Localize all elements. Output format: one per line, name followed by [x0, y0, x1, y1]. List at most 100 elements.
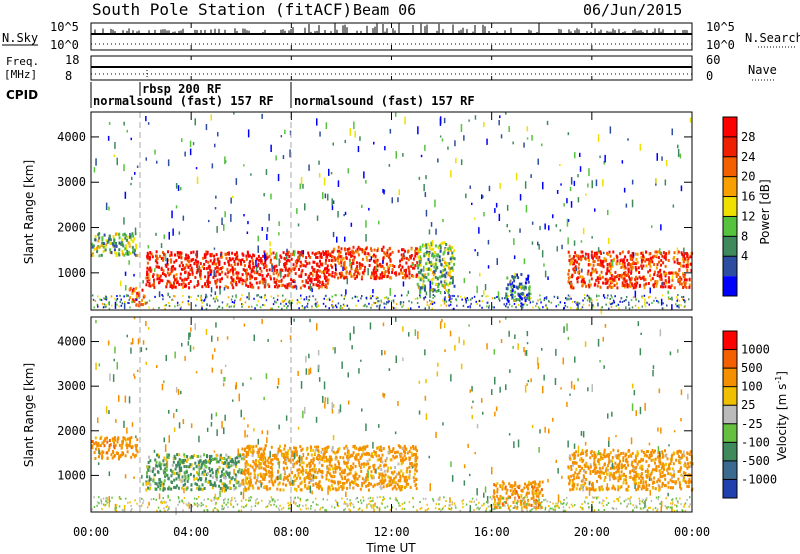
echo-cell	[659, 475, 662, 479]
echo-cell	[588, 487, 591, 491]
echo-cell	[124, 271, 127, 276]
echo-cell	[381, 477, 384, 481]
echo-cell	[609, 267, 612, 271]
echo-cell	[552, 214, 554, 219]
echo-cell	[327, 470, 330, 474]
echo-cell	[661, 254, 664, 258]
nave-tick-high: 60	[706, 53, 720, 67]
echo-cell	[507, 306, 509, 309]
echo-cell	[361, 250, 364, 254]
echo-cell	[476, 251, 479, 257]
echo-cell	[574, 265, 577, 269]
echo-cell	[635, 488, 638, 492]
echo-cell	[121, 302, 124, 305]
echo-cell	[687, 265, 689, 269]
echo-cell	[338, 249, 341, 253]
echo-cell	[102, 450, 105, 454]
echo-cell	[124, 438, 127, 442]
echo-cell	[141, 298, 143, 301]
echo-cell	[380, 475, 383, 479]
echo-cell	[406, 466, 409, 470]
echo-cell	[686, 260, 689, 264]
echo-cell	[316, 471, 319, 475]
echo-cell	[390, 482, 393, 486]
echo-cell	[302, 468, 304, 472]
echo-cell	[174, 456, 177, 460]
echo-cell	[167, 453, 170, 457]
echo-cell	[505, 497, 508, 501]
echo-cell	[602, 265, 605, 269]
echo-cell	[431, 307, 433, 310]
echo-cell	[577, 276, 580, 280]
echo-cell	[365, 256, 368, 260]
echo-cell	[115, 299, 118, 302]
echo-cell	[517, 292, 520, 296]
echo-cell	[382, 447, 385, 451]
echo-cell	[217, 132, 219, 137]
echo-cell	[371, 474, 374, 478]
echo-cell	[337, 302, 340, 305]
echo-cell	[368, 465, 371, 469]
echo-cell	[448, 244, 451, 248]
echo-cell	[315, 468, 318, 472]
echo-cell	[107, 301, 110, 304]
echo-cell	[587, 183, 589, 188]
echo-cell	[310, 474, 313, 478]
echo-cell	[672, 486, 674, 490]
echo-cell	[196, 250, 199, 257]
echo-cell	[209, 469, 211, 473]
echo-cell	[221, 270, 223, 274]
echo-cell	[499, 484, 502, 488]
echo-cell	[690, 269, 693, 272]
echo-cell	[640, 255, 643, 259]
echo-cell	[196, 486, 199, 490]
echo-cell	[325, 254, 328, 258]
echo-cell	[441, 271, 443, 275]
echo-cell	[178, 458, 181, 462]
echo-cell	[682, 298, 684, 301]
echo-cell	[544, 270, 547, 278]
echo-cell	[668, 280, 671, 284]
echo-cell	[379, 464, 382, 468]
echo-cell	[191, 273, 194, 277]
echo-cell	[189, 280, 192, 283]
echo-cell	[221, 461, 224, 464]
echo-cell	[166, 453, 169, 457]
echo-cell	[213, 262, 216, 266]
echo-cell	[328, 467, 331, 471]
echo-cell	[95, 441, 98, 445]
echo-cell	[181, 301, 184, 304]
echo-cell	[404, 479, 407, 482]
echo-cell	[300, 460, 303, 464]
echo-cell	[345, 252, 347, 256]
echo-cell	[249, 478, 252, 482]
echo-cell	[634, 277, 637, 281]
echo-cell	[321, 270, 323, 274]
echo-cell	[341, 307, 343, 309]
echo-cell	[310, 279, 313, 282]
echo-cell	[109, 241, 112, 245]
echo-cell	[268, 487, 271, 491]
echo-cell	[546, 307, 549, 310]
echo-cell	[348, 247, 351, 251]
echo-cell	[146, 475, 148, 479]
echo-cell	[334, 463, 337, 467]
echo-cell	[510, 285, 513, 289]
echo-cell	[359, 265, 361, 268]
echo-cell	[630, 271, 633, 275]
echo-cell	[647, 282, 650, 285]
echo-cell	[332, 200, 335, 204]
echo-cell	[271, 263, 273, 267]
echo-cell	[505, 491, 508, 495]
echo-cell	[232, 463, 235, 467]
echo-cell	[256, 257, 258, 261]
echo-cell	[343, 471, 346, 475]
echo-cell	[191, 271, 194, 275]
echo-cell	[615, 465, 618, 469]
echo-cell	[319, 262, 322, 266]
echo-cell	[275, 271, 278, 274]
echo-cell	[496, 487, 499, 491]
echo-cell	[344, 295, 346, 298]
echo-cell	[563, 307, 565, 310]
echo-cell	[299, 482, 302, 486]
